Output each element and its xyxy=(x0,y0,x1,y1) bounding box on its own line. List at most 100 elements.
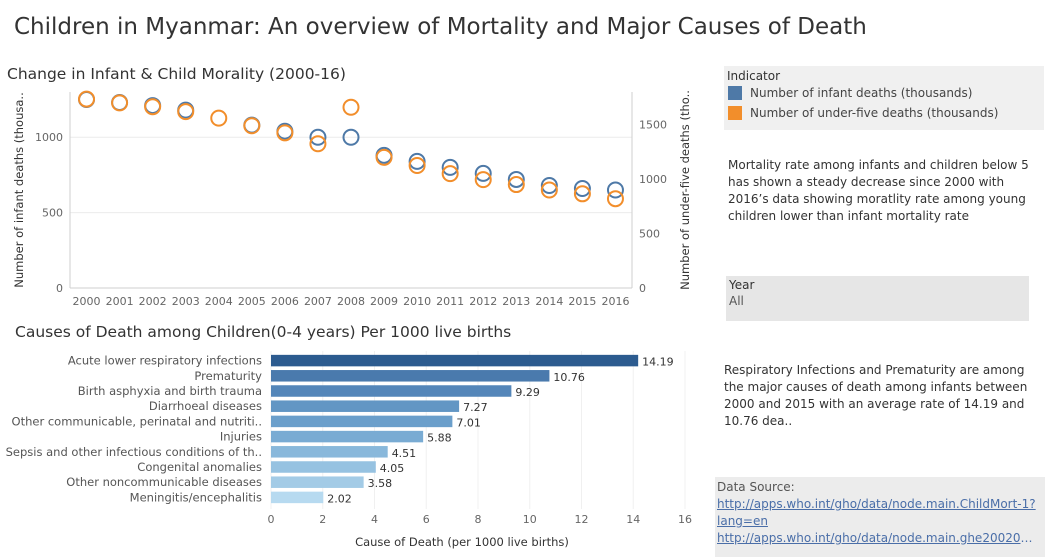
x-tick-label: 2 xyxy=(319,513,326,526)
legend-item-infant[interactable]: Number of infant deaths (thousands) xyxy=(728,85,972,101)
under-five-deaths-point[interactable] xyxy=(474,171,492,189)
under-five-deaths-point[interactable] xyxy=(573,185,591,203)
legend-label-infant: Number of infant deaths (thousands) xyxy=(750,86,973,100)
x-tick-label: 14 xyxy=(626,513,640,526)
cause-bar[interactable] xyxy=(271,461,376,473)
cause-bar[interactable] xyxy=(271,385,512,397)
under-five-deaths-point[interactable] xyxy=(507,176,525,194)
y-axis-right-title: Number of under-five deaths (tho.. xyxy=(678,90,692,290)
x-tick-label: 0 xyxy=(268,513,275,526)
y-right-tick-label: 1000 xyxy=(639,173,667,186)
under-five-deaths-point[interactable] xyxy=(375,148,393,166)
bar-value-label: 5.88 xyxy=(427,432,452,445)
x-tick-label: 12 xyxy=(575,513,589,526)
category-label: Congenital anomalies xyxy=(137,460,262,474)
category-label: Other communicable, perinatal and nutrit… xyxy=(12,414,262,428)
y-right-tick-label: 1500 xyxy=(639,119,667,132)
infant-deaths-point[interactable] xyxy=(474,164,492,182)
year-filter[interactable]: Year All xyxy=(726,276,1029,321)
x-tick-label: 2006 xyxy=(271,295,299,308)
x-tick-label: 2010 xyxy=(403,295,431,308)
legend: Indicator Number of infant deaths (thous… xyxy=(724,66,1044,130)
under-five-deaths-point[interactable] xyxy=(177,103,195,121)
data-source: Data Source: http://apps.who.int/gho/dat… xyxy=(715,477,1045,557)
legend-item-under-five[interactable]: Number of under-five deaths (thousands) xyxy=(728,105,998,121)
bar-value-label: 7.01 xyxy=(456,416,481,429)
y-right-tick-label: 500 xyxy=(639,228,660,241)
cause-bar[interactable] xyxy=(271,491,324,504)
legend-swatch-under-five xyxy=(728,106,742,120)
cause-bar[interactable] xyxy=(271,430,424,443)
x-tick-label: 2007 xyxy=(304,295,332,308)
infant-deaths-point[interactable] xyxy=(441,158,459,176)
data-source-label: Data Source: xyxy=(717,480,795,494)
under-five-deaths-point[interactable] xyxy=(606,190,624,208)
bar-value-label: 2.02 xyxy=(327,492,352,505)
bar-value-label: 10.76 xyxy=(553,371,585,384)
infant-deaths-point[interactable] xyxy=(342,128,360,146)
infant-deaths-point[interactable] xyxy=(606,181,624,199)
bar-value-label: 14.19 xyxy=(642,356,674,369)
infant-deaths-point[interactable] xyxy=(408,152,426,170)
under-five-deaths-point[interactable] xyxy=(276,124,294,142)
mortality-chart: 0 500 1000 0 500 1000 1500 2000 2001 2002 2003 2004… xyxy=(12,90,692,308)
x-tick-label: 4 xyxy=(371,513,378,526)
x-tick-label: 8 xyxy=(475,513,482,526)
under-five-deaths-point[interactable] xyxy=(309,135,327,153)
under-five-deaths-point[interactable] xyxy=(144,98,162,116)
x-tick-label: 2012 xyxy=(469,295,497,308)
bar-value-label: 3.58 xyxy=(368,477,393,490)
category-label: Injuries xyxy=(220,430,262,444)
cause-bar[interactable] xyxy=(271,370,550,382)
year-filter-value[interactable]: All xyxy=(729,294,744,308)
bar-value-label: 4.51 xyxy=(392,447,417,460)
x-tick-label: 2008 xyxy=(337,295,365,308)
under-five-deaths-point[interactable] xyxy=(111,94,129,112)
cause-bar[interactable] xyxy=(271,446,388,458)
y-axis-left-title: Number of infant deaths (thousa.. xyxy=(12,92,26,287)
cause-bar[interactable] xyxy=(271,354,639,367)
infant-deaths-point[interactable] xyxy=(540,176,558,194)
under-five-deaths-point[interactable] xyxy=(210,109,228,127)
x-tick-label: 2000 xyxy=(73,295,101,308)
infant-deaths-point[interactable] xyxy=(573,179,591,197)
legend-label-under-five: Number of under-five deaths (thousands) xyxy=(750,106,999,120)
category-label: Meningitis/encephalitis xyxy=(130,490,262,504)
x-tick-label: 2002 xyxy=(139,295,167,308)
causes-chart: Acute lower respiratory infections 14.19 P… xyxy=(6,351,692,549)
y-left-tick-label: 1000 xyxy=(35,131,63,144)
causes-note: Respiratory Infections and Prematurity a… xyxy=(724,363,1028,428)
under-five-deaths-point[interactable] xyxy=(78,90,96,108)
x-axis-title: Cause of Death (per 1000 live births) xyxy=(355,535,569,549)
source-link-ghe[interactable]: http://apps.who.int/gho/data/node.main.g… xyxy=(717,531,1039,545)
y-left-tick-label: 500 xyxy=(42,207,63,220)
x-tick-label: 10 xyxy=(523,513,537,526)
cause-bar[interactable] xyxy=(271,415,453,428)
under-five-deaths-point[interactable] xyxy=(408,157,426,174)
mortality-note: Mortality rate among infants and childre… xyxy=(728,158,1029,223)
under-five-deaths-point[interactable] xyxy=(441,165,459,183)
x-tick-label: 2013 xyxy=(502,295,530,308)
x-tick-label: 2005 xyxy=(238,295,266,308)
infant-deaths-point[interactable] xyxy=(309,128,327,146)
x-tick-label: 2014 xyxy=(535,295,563,308)
page-title: Children in Myanmar: An overview of Mort… xyxy=(14,14,867,40)
under-five-deaths-point[interactable] xyxy=(243,117,261,135)
x-tick-label: 2009 xyxy=(370,295,398,308)
legend-title: Indicator xyxy=(727,69,781,83)
chart-title-causes: Causes of Death among Children(0-4 years… xyxy=(15,323,512,341)
legend-swatch-infant xyxy=(728,86,742,100)
cause-bar[interactable] xyxy=(271,400,460,412)
x-tick-label: 2003 xyxy=(172,295,200,308)
source-link-childmort[interactable]: http://apps.who.int/gho/data/node.main.C… xyxy=(717,497,1036,528)
under-five-deaths-point[interactable] xyxy=(540,181,558,199)
under-five-deaths-point[interactable] xyxy=(342,98,360,116)
x-tick-label: 2011 xyxy=(436,295,464,308)
x-tick-label: 2004 xyxy=(205,295,233,308)
cause-bar[interactable] xyxy=(271,476,364,488)
category-label: Prematurity xyxy=(194,369,262,383)
x-tick-label: 16 xyxy=(678,513,692,526)
infant-deaths-point[interactable] xyxy=(507,170,525,188)
x-tick-label: 2015 xyxy=(568,295,596,308)
chart-title-mortality: Change in Infant & Child Morality (2000-… xyxy=(7,65,346,83)
